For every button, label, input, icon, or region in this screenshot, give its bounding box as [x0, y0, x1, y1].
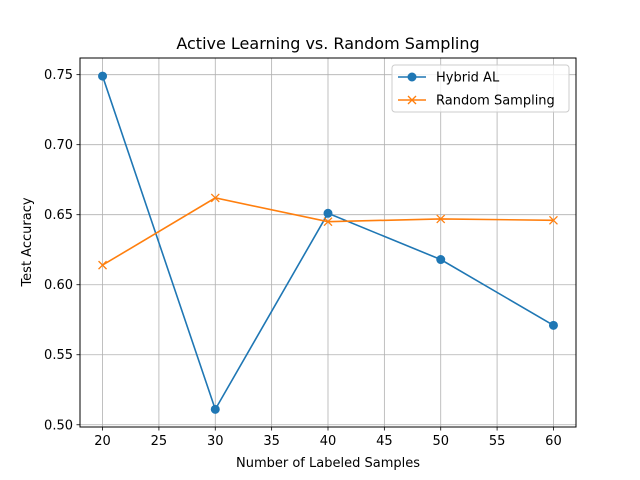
data-point — [548, 215, 558, 225]
x-tick-label: 60 — [545, 434, 562, 449]
x-tick-label: 55 — [489, 434, 506, 449]
series-layer — [98, 71, 558, 414]
data-point — [323, 208, 333, 218]
y-axis: 0.50 0.55 0.60 0.65 0.70 0.75 — [44, 68, 80, 433]
data-point — [210, 404, 220, 414]
data-point — [548, 320, 558, 330]
chart-title: Active Learning vs. Random Sampling — [176, 34, 479, 53]
x-tick-label: 30 — [207, 434, 224, 449]
x-tick-label: 50 — [432, 434, 449, 449]
legend-box — [391, 64, 570, 113]
data-point — [323, 217, 333, 227]
x-tick-label: 25 — [151, 434, 168, 449]
data-point — [98, 71, 108, 81]
legend-label: Hybrid AL — [436, 71, 500, 86]
y-tick-label: 0.50 — [44, 418, 73, 433]
y-axis-label: Test Accuracy — [20, 197, 35, 287]
x-tick-label: 35 — [263, 434, 280, 449]
legend-swatch-marker — [407, 95, 417, 105]
legend-label: Random Sampling — [436, 94, 555, 109]
legend-item: Hybrid AL — [398, 71, 500, 86]
series-random-sampling — [98, 193, 558, 270]
x-tick-label: 45 — [376, 434, 393, 449]
legend-swatch-marker — [407, 72, 417, 82]
y-tick-label: 0.75 — [44, 68, 73, 83]
legend: Hybrid AL Random Sampling — [391, 64, 570, 113]
x-tick-label: 40 — [320, 434, 337, 449]
x-axis: 20 25 30 35 40 45 50 55 60 — [94, 427, 562, 449]
x-axis-label: Number of Labeled Samples — [236, 456, 420, 471]
data-point — [210, 193, 220, 203]
series-hybrid-al — [98, 71, 558, 414]
y-tick-label: 0.55 — [44, 348, 73, 363]
x-tick-label: 20 — [94, 434, 111, 449]
y-tick-label: 0.70 — [44, 138, 73, 153]
data-point — [98, 260, 108, 270]
data-point — [436, 255, 446, 265]
data-point — [436, 214, 446, 224]
legend-item: Random Sampling — [398, 94, 555, 109]
y-tick-label: 0.60 — [44, 278, 73, 293]
grid-lines — [80, 58, 576, 427]
y-tick-label: 0.65 — [44, 208, 73, 223]
